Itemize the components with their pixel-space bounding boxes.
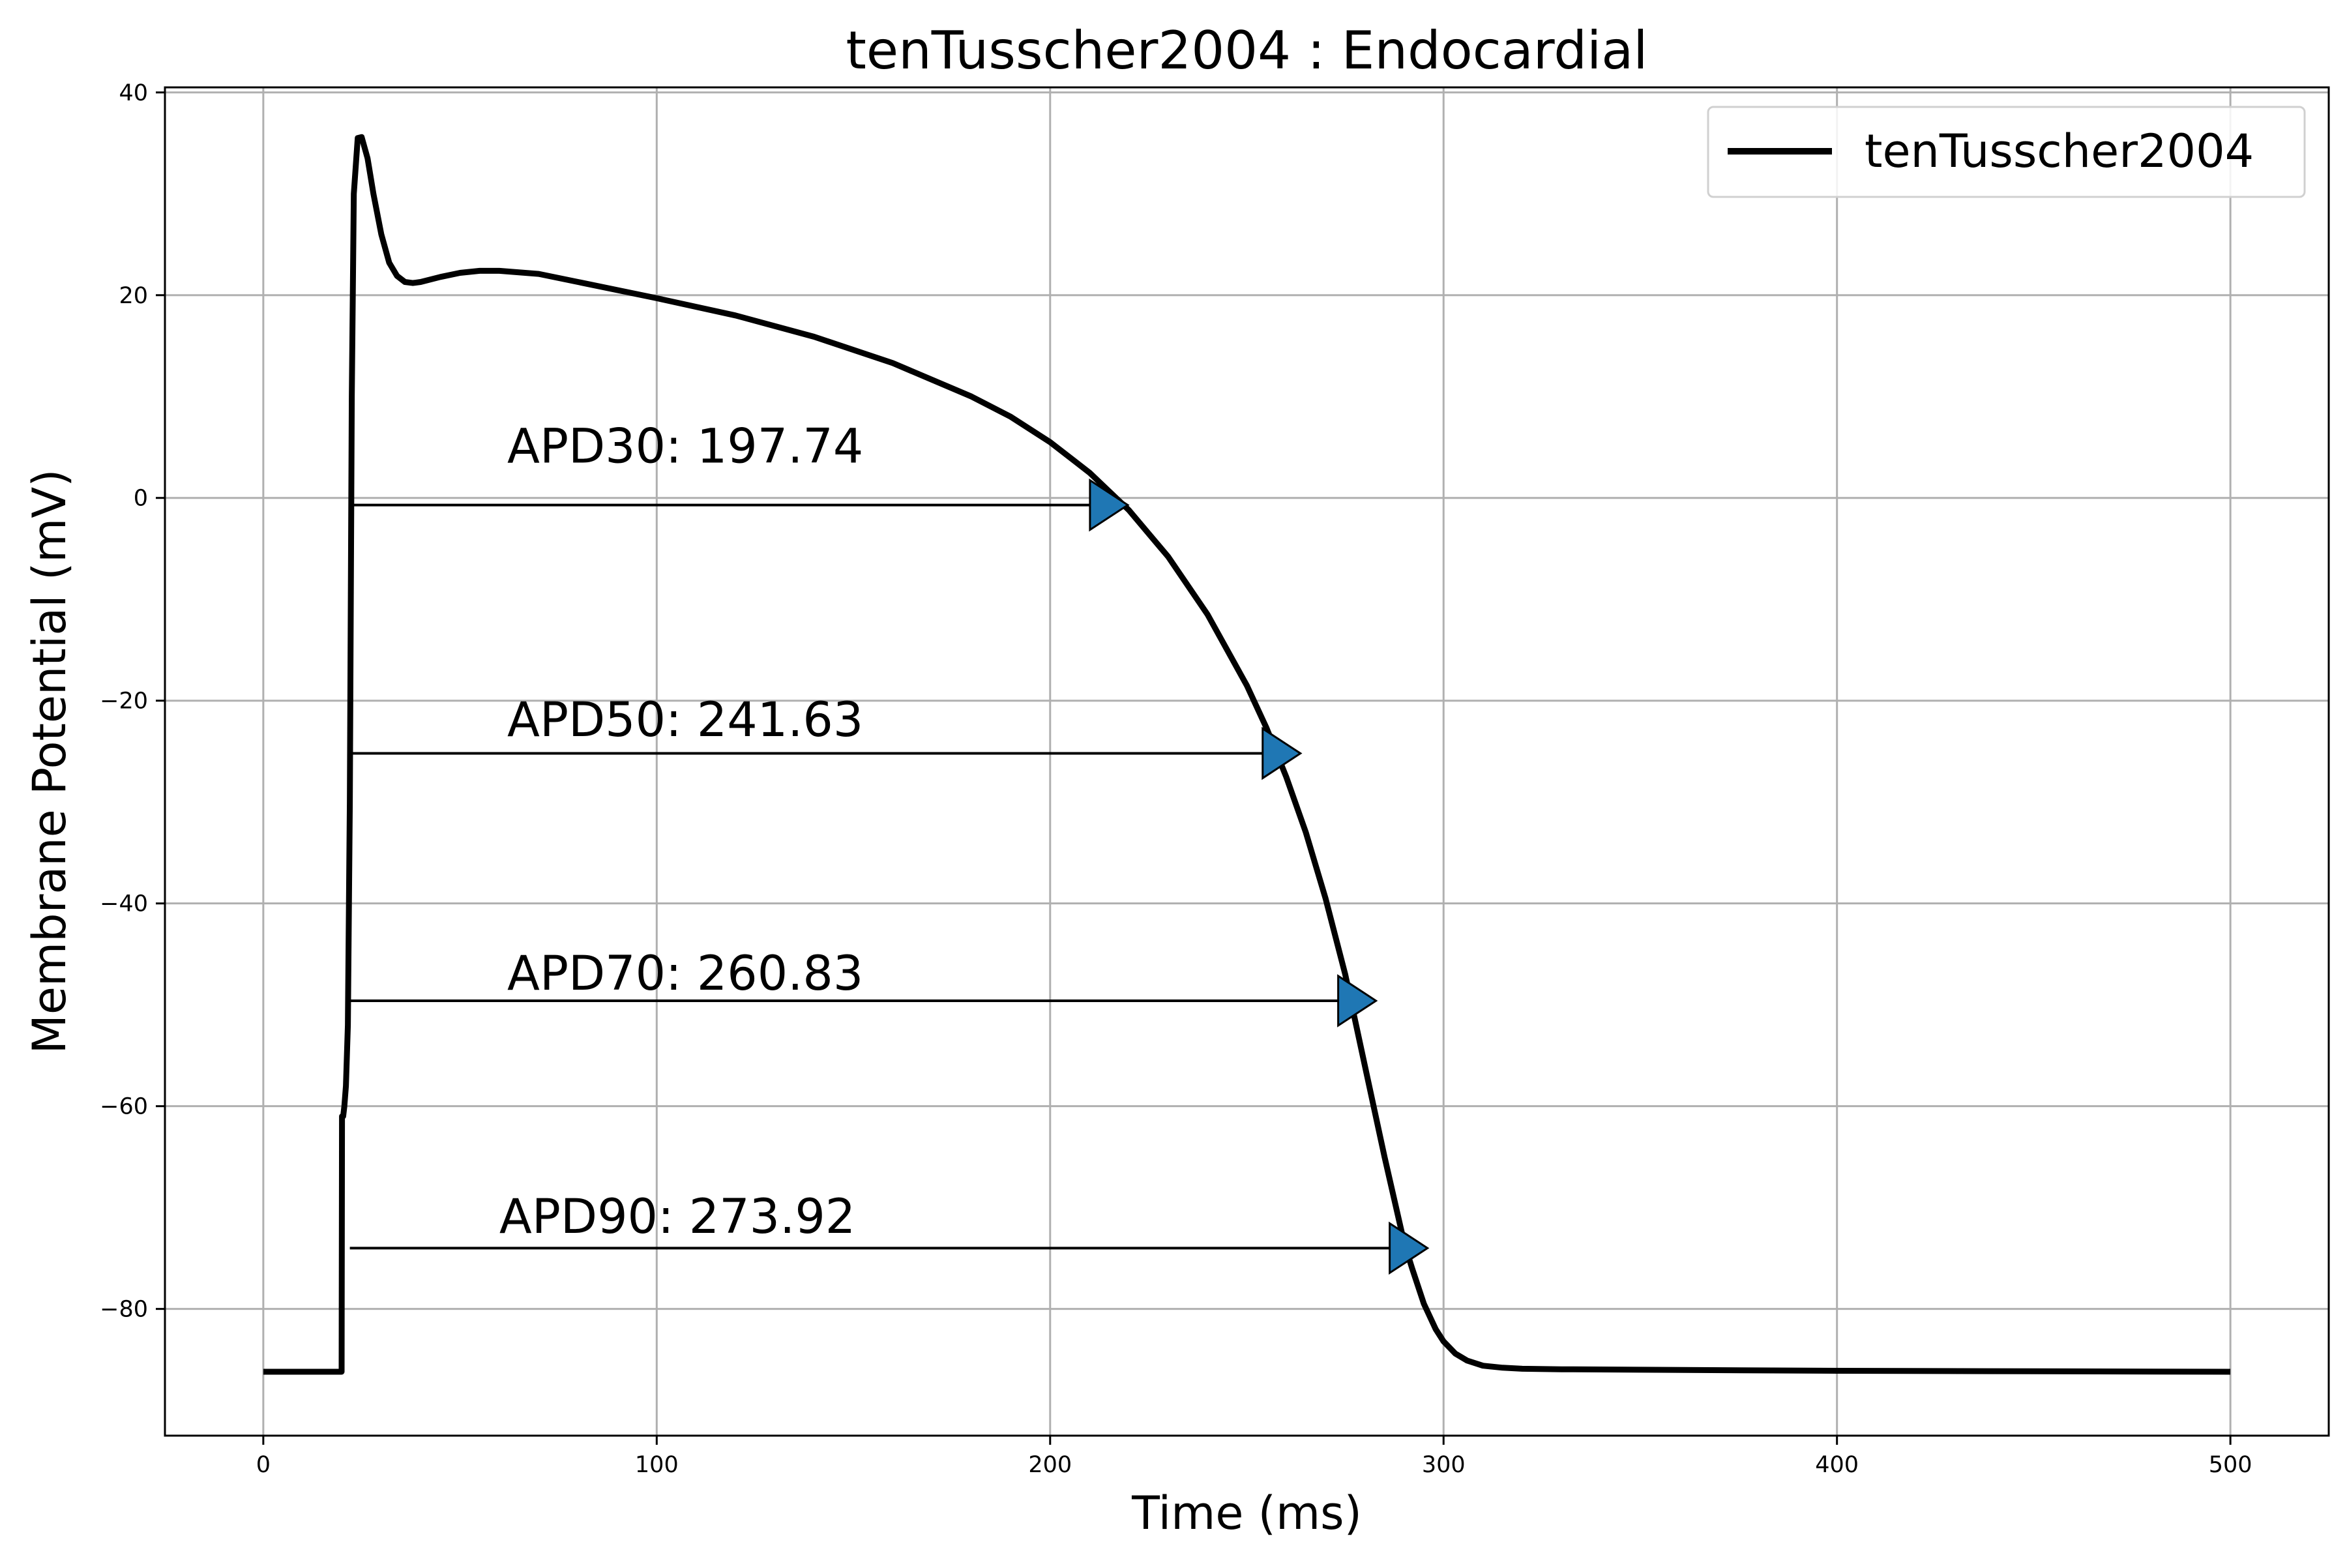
apd-endpoint-marker: [1389, 1221, 1430, 1275]
y-tick-label: 20: [119, 283, 148, 309]
apd-endpoint-marker: [1262, 726, 1303, 780]
y-axis-label: Membrane Potential (mV): [23, 469, 76, 1054]
legend-label: tenTusscher2004: [1865, 125, 2254, 178]
grid-layer: [165, 87, 2329, 1436]
apd-label: APD50: 241.63: [507, 692, 863, 748]
x-tick-label: 0: [256, 1452, 271, 1478]
apd-endpoint-marker: [1089, 478, 1130, 532]
chart-title: tenTusscher2004 : Endocardial: [846, 20, 1648, 81]
x-tick-label: 500: [2209, 1452, 2252, 1478]
y-tick-label: −40: [100, 891, 148, 917]
y-tick-label: −80: [100, 1297, 148, 1323]
x-tick-label: 100: [635, 1452, 679, 1478]
y-tick-label: 40: [119, 80, 148, 106]
x-axis-label: Time (ms): [1131, 1487, 1362, 1540]
legend: tenTusscher2004: [1707, 106, 2306, 198]
apd-annotation-layer: APD30: 197.74 APD50: 241.63 APD70: 260.83 A…: [349, 419, 1430, 1275]
plot-frame: [164, 86, 2330, 1437]
membrane-potential-trace: [263, 134, 2231, 1375]
apd-label: APD90: 273.92: [499, 1189, 855, 1245]
y-tick-label: 0: [134, 486, 148, 512]
x-tick-label: 200: [1028, 1452, 1072, 1478]
legend-box: [1707, 106, 2306, 198]
y-tick-label: −20: [100, 688, 148, 715]
x-tick-label: 300: [1422, 1452, 1466, 1478]
trace-layer: [263, 134, 2231, 1375]
tick-layer: 0 100 200 300 400 500 −80 −60 −40 −20 0 20 40: [100, 80, 2252, 1478]
y-tick-label: −60: [100, 1094, 148, 1120]
apd-endpoint-marker: [1337, 974, 1378, 1028]
x-tick-label: 400: [1815, 1452, 1859, 1478]
apd-label: APD30: 197.74: [507, 419, 863, 474]
apd-label: APD70: 260.83: [507, 946, 863, 1001]
